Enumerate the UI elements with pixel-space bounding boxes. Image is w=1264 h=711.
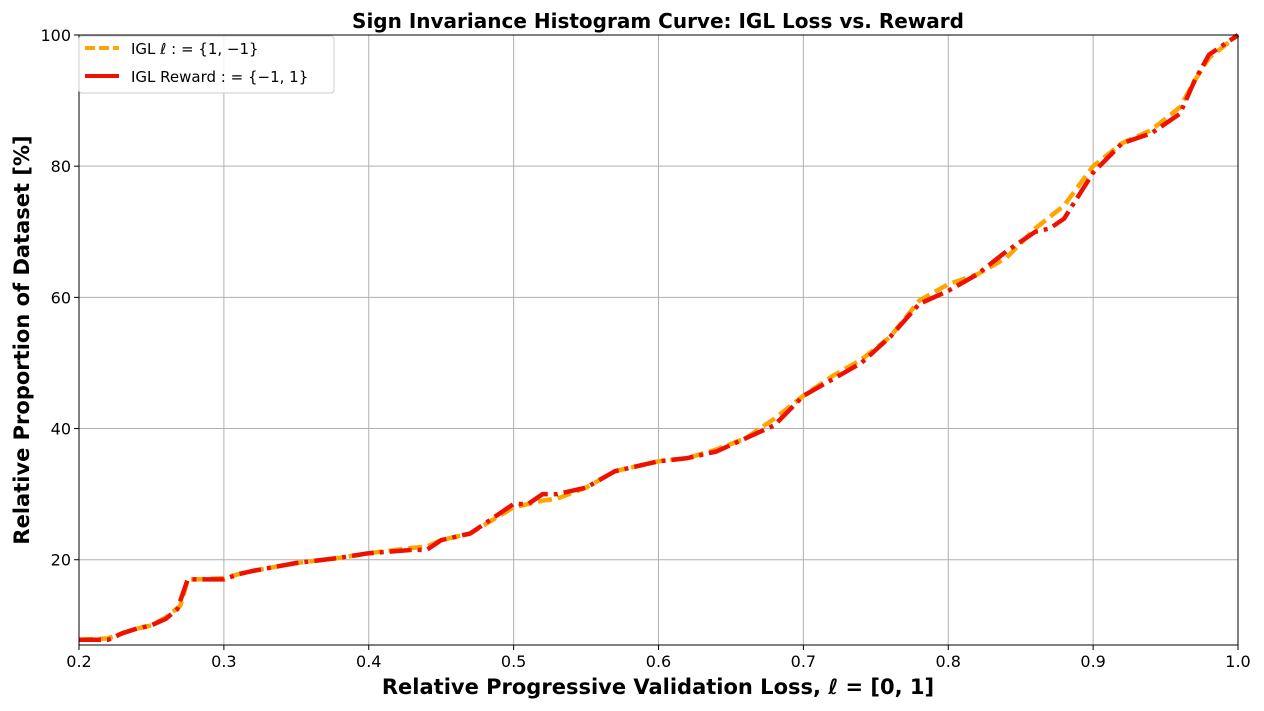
legend-label-reward: IGL Reward : = {−1, 1} bbox=[131, 68, 308, 86]
x-tick-label: 0.4 bbox=[356, 652, 381, 671]
legend: IGL ℓ : = {1, −1} IGL Reward : = {−1, 1} bbox=[78, 35, 335, 94]
y-tick-label: 40 bbox=[51, 420, 71, 439]
x-tick-label: 0.7 bbox=[791, 652, 816, 671]
grid-lines bbox=[78, 34, 1239, 645]
x-axis: 0.2 0.3 0.4 0.5 0.6 0.7 0.8 0.9 1.0 bbox=[66, 645, 1251, 671]
y-tick-label: 80 bbox=[51, 157, 71, 176]
y-tick-label: 60 bbox=[51, 288, 71, 307]
x-tick-label: 0.9 bbox=[1080, 652, 1105, 671]
y-tick-label: 20 bbox=[51, 551, 71, 570]
legend-box bbox=[78, 35, 335, 94]
x-tick-label: 1.0 bbox=[1225, 652, 1250, 671]
y-axis: 20 40 60 80 100 bbox=[40, 26, 79, 570]
x-axis-label: Relative Progressive Validation Loss, ℓ … bbox=[382, 675, 934, 699]
x-tick-label: 0.8 bbox=[936, 652, 961, 671]
series-layer bbox=[78, 33, 1240, 643]
series-line-1 bbox=[79, 33, 1240, 643]
legend-label-loss: IGL ℓ : = {1, −1} bbox=[131, 40, 259, 58]
chart-title: Sign Invariance Histogram Curve: IGL Los… bbox=[352, 9, 964, 33]
x-tick-label: 0.2 bbox=[66, 652, 91, 671]
x-tick-label: 0.6 bbox=[646, 652, 671, 671]
y-axis-label: Relative Proportion of Dataset [%] bbox=[10, 135, 34, 544]
x-tick-label: 0.5 bbox=[501, 652, 526, 671]
y-tick-label: 100 bbox=[40, 26, 71, 45]
x-tick-label: 0.3 bbox=[211, 652, 236, 671]
